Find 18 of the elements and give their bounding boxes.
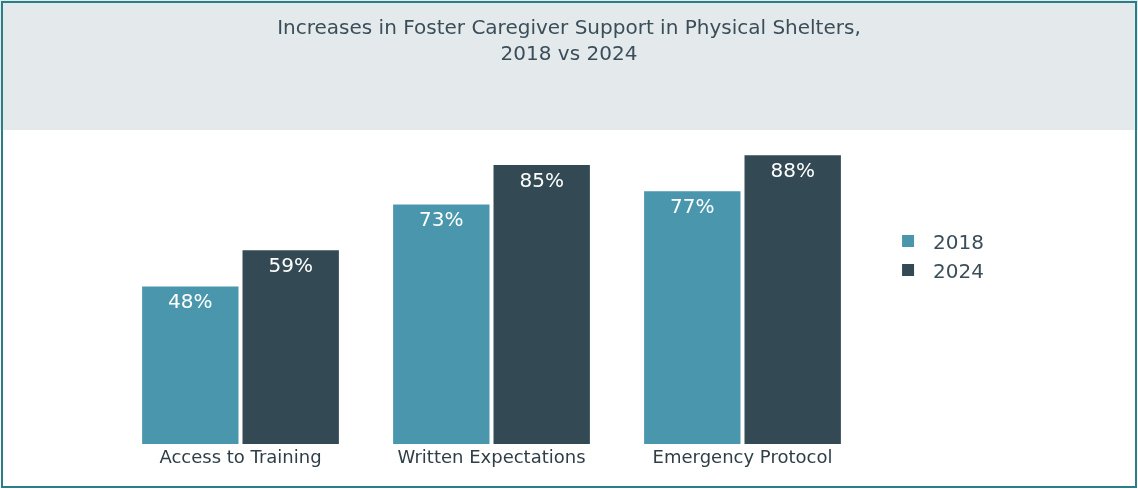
data-label: 85% [519, 168, 564, 193]
x-tick-label: Emergency Protocol [652, 446, 833, 467]
data-label: 88% [770, 158, 815, 183]
x-tick-label: Written Expectations [397, 446, 586, 467]
chart-title: Increases in Foster Caregiver Support in Physical Shelters, 2018 vs 2024 [277, 15, 861, 66]
bar [242, 250, 339, 444]
legend-label: 2024 [933, 258, 984, 283]
x-tick-label: Access to Training [159, 446, 322, 467]
bar [393, 204, 490, 444]
bar [493, 165, 590, 444]
data-label: 48% [168, 289, 213, 314]
bar [644, 191, 741, 444]
bar [142, 286, 239, 444]
data-label: 77% [670, 194, 715, 219]
bar [744, 155, 841, 444]
data-label: 73% [419, 207, 464, 232]
data-label: 59% [268, 253, 313, 278]
legend-label: 2018 [933, 229, 984, 254]
